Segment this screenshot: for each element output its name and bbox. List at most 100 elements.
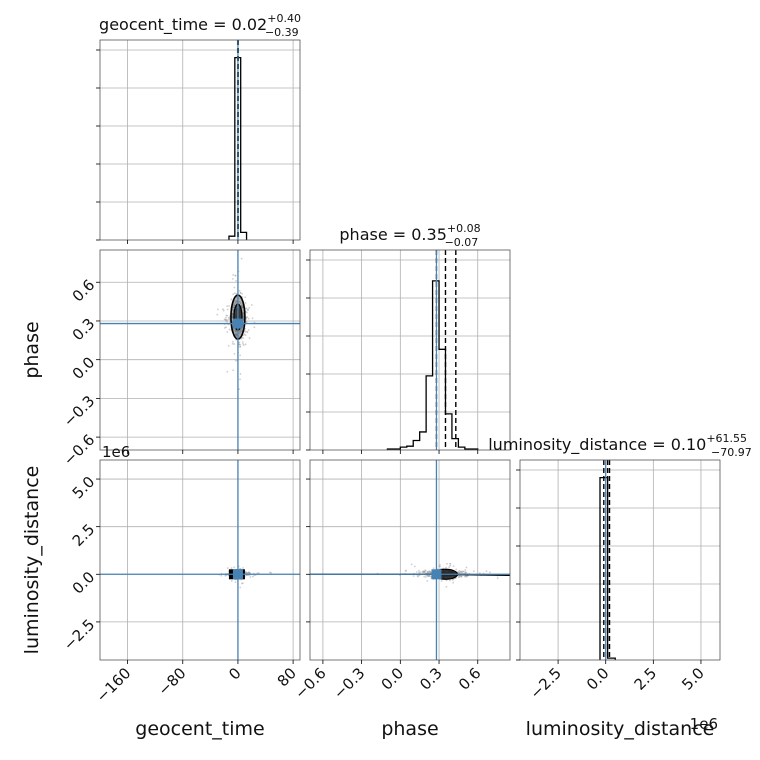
sample-point bbox=[233, 286, 236, 289]
scatter-samples bbox=[218, 565, 272, 589]
sample-point bbox=[430, 575, 432, 578]
title-name: phase bbox=[339, 225, 387, 244]
sample-point bbox=[445, 585, 448, 588]
x-tick-label: 5.0 bbox=[678, 664, 708, 694]
truth-marker bbox=[232, 318, 243, 329]
sample-point bbox=[256, 572, 259, 575]
sample-point bbox=[231, 342, 234, 345]
sample-point bbox=[226, 314, 229, 317]
x-tick-label: 0 bbox=[225, 664, 244, 683]
x-axis-label-luminosity_distance: luminosity_distance bbox=[526, 718, 715, 740]
title-name: geocent_time bbox=[99, 15, 208, 35]
sample-point bbox=[234, 359, 237, 362]
sample-point bbox=[231, 315, 234, 317]
panel-frame bbox=[99, 39, 301, 241]
sample-point bbox=[226, 567, 229, 569]
sample-point bbox=[242, 567, 244, 569]
sample-point bbox=[405, 569, 407, 572]
sample-point bbox=[248, 337, 251, 340]
panel-title-luminosity_distance: luminosity_distance = 0.10+61.55 −70.97 bbox=[488, 432, 752, 459]
y-axis-label-phase: phase bbox=[21, 321, 43, 378]
sample-point bbox=[239, 378, 241, 381]
sample-point bbox=[230, 580, 233, 582]
title-minus: −0.39 bbox=[265, 26, 299, 39]
y-tick-label: −0.6 bbox=[60, 431, 98, 469]
y-tick-label: 0.6 bbox=[69, 276, 99, 306]
sample-point bbox=[464, 569, 467, 571]
sample-point bbox=[239, 345, 241, 348]
sample-point bbox=[242, 313, 244, 315]
sample-point bbox=[485, 570, 488, 573]
sample-point bbox=[216, 313, 219, 316]
sample-point bbox=[410, 563, 413, 566]
sample-point bbox=[250, 304, 253, 306]
scatter-samples bbox=[310, 562, 510, 588]
sample-point bbox=[245, 572, 248, 575]
sample-point bbox=[232, 293, 235, 296]
sample-point bbox=[233, 352, 236, 355]
y-tick-label: 0.3 bbox=[69, 315, 99, 345]
sample-point bbox=[225, 326, 227, 329]
sample-point bbox=[238, 300, 241, 303]
sample-point bbox=[233, 329, 235, 331]
sample-point bbox=[224, 316, 227, 319]
sample-point bbox=[457, 576, 460, 579]
x-tick-label: 0.6 bbox=[455, 664, 485, 694]
y-axis-label-luminosity_distance: luminosity_distance bbox=[21, 466, 43, 655]
sample-point bbox=[424, 569, 427, 572]
sample-point bbox=[445, 579, 448, 582]
sample-point bbox=[455, 568, 458, 571]
y-tick-label: −2.5 bbox=[60, 616, 98, 654]
sample-point bbox=[428, 575, 430, 578]
sample-point bbox=[241, 292, 243, 295]
sample-point bbox=[226, 370, 229, 373]
sample-point bbox=[235, 292, 238, 295]
sample-point bbox=[240, 257, 243, 260]
sample-point bbox=[233, 566, 236, 569]
sample-point bbox=[458, 569, 461, 572]
y-tick-label: 5.0 bbox=[69, 473, 99, 503]
sample-point bbox=[464, 572, 467, 574]
sample-point bbox=[226, 320, 228, 323]
sample-point bbox=[449, 562, 452, 565]
sample-point bbox=[412, 575, 415, 577]
sample-point bbox=[232, 274, 235, 276]
y-tick-label: 0.0 bbox=[69, 353, 99, 383]
truth-marker bbox=[232, 569, 243, 580]
title-equals: = bbox=[647, 435, 671, 454]
sample-point bbox=[416, 574, 419, 577]
histogram-phase bbox=[386, 280, 479, 450]
sample-point bbox=[257, 572, 260, 574]
sample-point bbox=[241, 341, 244, 343]
sample-point bbox=[244, 334, 247, 336]
sample-point bbox=[222, 309, 225, 312]
sample-point bbox=[231, 277, 234, 280]
x-tick-label: 0.3 bbox=[416, 664, 446, 694]
sample-point bbox=[232, 303, 235, 306]
title-plus: +0.40 bbox=[267, 12, 301, 25]
sample-point bbox=[233, 343, 236, 346]
sample-point bbox=[268, 571, 271, 574]
panel-title-phase: phase = 0.35+0.08 −0.07 bbox=[339, 222, 480, 249]
sample-point bbox=[422, 571, 424, 574]
y-tick-label: −0.3 bbox=[60, 392, 98, 430]
sample-point bbox=[217, 308, 219, 311]
y-tick-label: 2.5 bbox=[69, 520, 99, 550]
sample-point bbox=[228, 316, 231, 319]
sample-point bbox=[413, 565, 416, 568]
sample-point bbox=[226, 331, 229, 333]
sample-point bbox=[429, 571, 432, 574]
title-median: 0.10 bbox=[671, 435, 707, 454]
sample-point bbox=[242, 344, 245, 347]
sample-point bbox=[247, 308, 250, 311]
axis-labels: geocent_time phase luminosity_distancephas… bbox=[21, 321, 714, 740]
sample-point bbox=[440, 580, 443, 582]
sample-point bbox=[232, 340, 234, 343]
sample-point bbox=[235, 280, 237, 282]
sample-point bbox=[432, 567, 435, 570]
sample-point bbox=[228, 305, 230, 307]
sample-point bbox=[423, 575, 426, 578]
sample-point bbox=[230, 298, 233, 301]
sample-point bbox=[228, 328, 231, 331]
sample-point bbox=[244, 302, 247, 304]
